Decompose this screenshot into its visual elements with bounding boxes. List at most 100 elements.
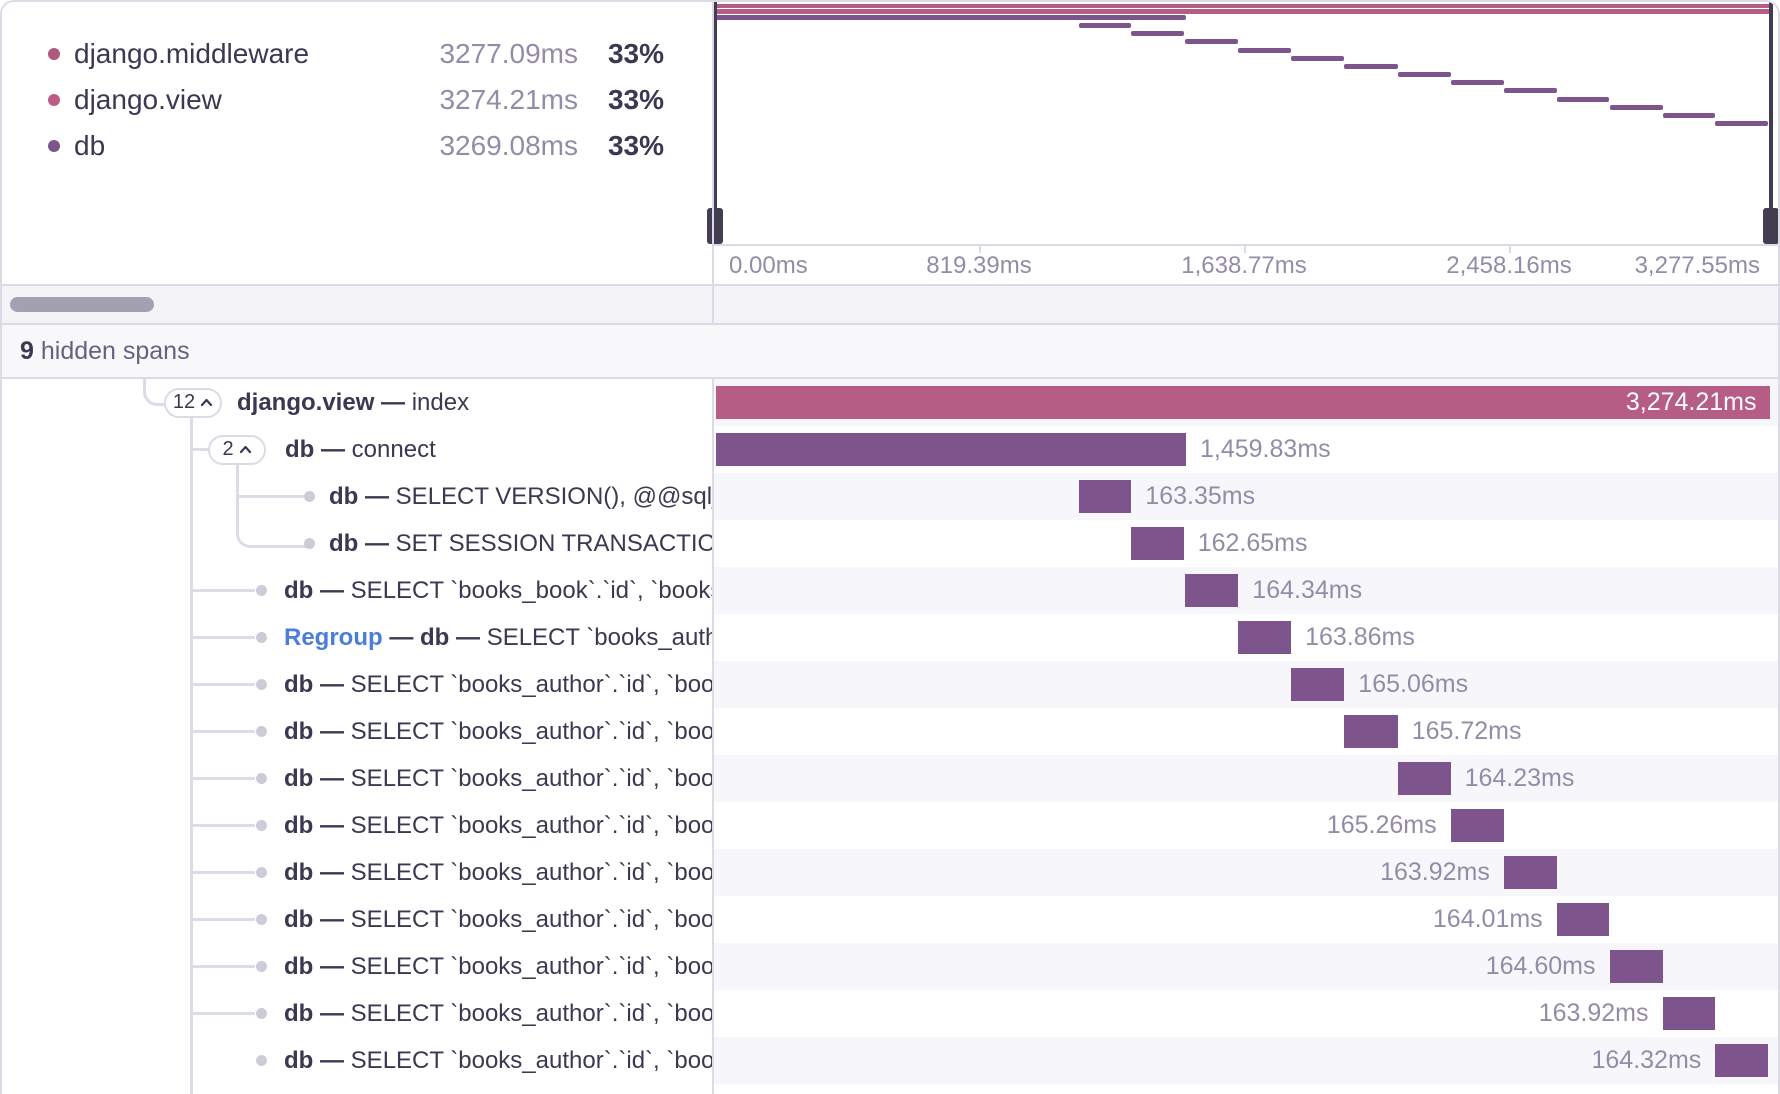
minimap-span-db bbox=[715, 15, 1186, 20]
legend-item-time: 3277.09ms bbox=[439, 38, 578, 69]
collapse-chip-12[interactable]: 12 bbox=[164, 387, 222, 418]
span-bar-11[interactable] bbox=[1556, 903, 1610, 936]
span-bar-7[interactable] bbox=[1344, 715, 1398, 748]
collapse-chip-count: 12 bbox=[172, 391, 196, 413]
span-bar-2[interactable] bbox=[1078, 480, 1132, 513]
chevron-up-icon bbox=[239, 445, 252, 454]
minimap-span-db bbox=[1131, 31, 1184, 37]
legend-item-db[interactable]: db 3269.08ms 33% bbox=[2, 124, 712, 168]
tree-bullet-icon bbox=[255, 961, 267, 972]
panel-divider-rows bbox=[712, 379, 714, 1094]
span-time-label: 164.32ms bbox=[1591, 1046, 1702, 1074]
collapse-chip-2[interactable]: 2 bbox=[208, 434, 266, 465]
collapse-chip-count: 2 bbox=[222, 438, 234, 460]
tree-line bbox=[190, 636, 255, 639]
minimap-span-db bbox=[1397, 72, 1451, 77]
row-stripe bbox=[712, 1037, 1778, 1084]
hidden-spans-banner[interactable]: 9 hidden spans bbox=[2, 325, 1778, 379]
span-bar-5[interactable] bbox=[1238, 621, 1292, 654]
hidden-spans-count: 9 bbox=[20, 337, 34, 365]
span-bar-8[interactable] bbox=[1397, 762, 1451, 795]
span-time-label: 165.06ms bbox=[1358, 670, 1469, 698]
span-row-label[interactable]: db — SELECT `books_author`.`id`, `books_… bbox=[284, 811, 712, 839]
span-time-label: 1,459.83ms bbox=[1200, 435, 1331, 463]
span-row-label[interactable]: db — SELECT `books_author`.`id`, `books_… bbox=[284, 999, 712, 1027]
tree-line bbox=[190, 448, 210, 451]
span-row-label[interactable]: db — SELECT `books_author`.`id`, `books_… bbox=[284, 858, 712, 886]
minimap-span-db bbox=[1344, 63, 1398, 69]
tree-bullet-icon bbox=[303, 491, 315, 502]
tree-bullet-icon bbox=[255, 726, 267, 737]
span-row-label[interactable]: db — SELECT `books_author`.`id`, `books_… bbox=[284, 670, 712, 698]
minimap-span-db bbox=[1715, 121, 1769, 126]
span-time-label: 165.26ms bbox=[1326, 811, 1437, 839]
row-stripe bbox=[712, 473, 1778, 520]
legend-dot-icon bbox=[48, 94, 60, 106]
span-row-label[interactable]: db — SELECT `books_author`.`id`, `books_… bbox=[284, 952, 712, 980]
span-row-label[interactable]: db — SELECT `books_book`.`id`, `books_bo… bbox=[284, 576, 712, 604]
tree-line bbox=[190, 589, 255, 592]
scrollbar-thumb[interactable] bbox=[10, 297, 154, 312]
tree-bullet-icon bbox=[303, 538, 315, 549]
minimap-span-django.view bbox=[715, 8, 1771, 14]
span-bar-14[interactable] bbox=[1715, 1044, 1769, 1077]
legend-item-name: db bbox=[74, 130, 106, 161]
minimap-left-handle-line[interactable] bbox=[713, 2, 717, 244]
span-row-label[interactable]: db — SELECT VERSION(), @@sql_mode bbox=[329, 482, 712, 510]
minimap[interactable]: 0.00ms 819.39ms 1,638.77ms 2,458.16ms 3,277.… bbox=[707, 2, 1778, 284]
row-stripe bbox=[712, 567, 1778, 614]
legend-item-percent: 33% bbox=[607, 38, 664, 69]
span-row-label[interactable]: db — SET SESSION TRANSACTION ISOLATION bbox=[329, 529, 712, 557]
span-bar-9[interactable] bbox=[1450, 809, 1504, 842]
span-bar-4[interactable] bbox=[1185, 574, 1239, 607]
minimap-span-db bbox=[1238, 47, 1292, 53]
span-time-label: 164.23ms bbox=[1464, 764, 1575, 792]
span-row-label[interactable]: db — SELECT `books_author`.`id`, `books_… bbox=[284, 905, 712, 933]
span-bar-10[interactable] bbox=[1503, 856, 1557, 889]
span-bar-13[interactable] bbox=[1662, 997, 1716, 1030]
span-bar-6[interactable] bbox=[1291, 668, 1345, 701]
span-row-label[interactable]: django.view — index bbox=[237, 388, 470, 416]
span-time-label: 164.01ms bbox=[1432, 905, 1543, 933]
tree-bullet-icon bbox=[255, 1008, 267, 1019]
tree-line-corner bbox=[143, 379, 168, 406]
tree-bullet-icon bbox=[255, 914, 267, 925]
minimap-left-handle-grip[interactable] bbox=[707, 208, 723, 244]
row-stripe bbox=[712, 755, 1778, 802]
minimap-axis-label-2: 1,638.77ms bbox=[1181, 252, 1307, 279]
span-bar-1[interactable] bbox=[715, 433, 1186, 466]
minimap-right-handle-grip[interactable] bbox=[1763, 208, 1778, 244]
tree-bullet-icon bbox=[255, 632, 267, 643]
row-stripe bbox=[712, 943, 1778, 990]
legend-item-django.view[interactable]: django.view 3274.21ms 33% bbox=[2, 78, 712, 122]
span-bar-12[interactable] bbox=[1609, 950, 1663, 983]
hidden-spans-label-text: hidden spans bbox=[40, 337, 190, 365]
row-stripe bbox=[712, 849, 1778, 896]
tree-line bbox=[190, 965, 255, 968]
tree-line bbox=[190, 1012, 255, 1015]
span-bar-0[interactable] bbox=[715, 386, 1771, 419]
horizontal-scrollbar-track[interactable] bbox=[2, 286, 1778, 325]
span-row-label[interactable]: Regroup — db — SELECT `books_author`.`id… bbox=[284, 623, 712, 651]
tree-line bbox=[190, 918, 255, 921]
tree-line bbox=[190, 417, 193, 1094]
minimap-axis-tick bbox=[1509, 244, 1511, 253]
minimap-axis-label-0: 0.00ms bbox=[729, 252, 808, 279]
span-time-label: 163.92ms bbox=[1538, 999, 1649, 1027]
minimap-span-db bbox=[1450, 80, 1504, 86]
tree-line bbox=[236, 495, 304, 498]
minimap-axis-tick bbox=[1244, 244, 1246, 253]
span-bar-3[interactable] bbox=[1131, 527, 1184, 560]
tree-line bbox=[190, 730, 255, 733]
legend-item-name: django.middleware bbox=[74, 38, 310, 69]
minimap-right-handle-line[interactable] bbox=[1769, 2, 1773, 244]
span-row-label[interactable]: db — SELECT `books_author`.`id`, `books_… bbox=[284, 1046, 712, 1074]
legend-item-django.middleware[interactable]: django.middleware 3277.09ms 33% bbox=[2, 32, 712, 76]
span-row-label[interactable]: db — connect bbox=[285, 435, 436, 463]
span-row-label[interactable]: db — SELECT `books_author`.`id`, `books_… bbox=[284, 717, 712, 745]
minimap-span-db bbox=[1662, 112, 1716, 118]
minimap-axis-tick bbox=[979, 244, 981, 253]
minimap-axis-label-3: 2,458.16ms bbox=[1446, 252, 1572, 279]
span-row-label[interactable]: db — SELECT `books_author`.`id`, `books_… bbox=[284, 764, 712, 792]
